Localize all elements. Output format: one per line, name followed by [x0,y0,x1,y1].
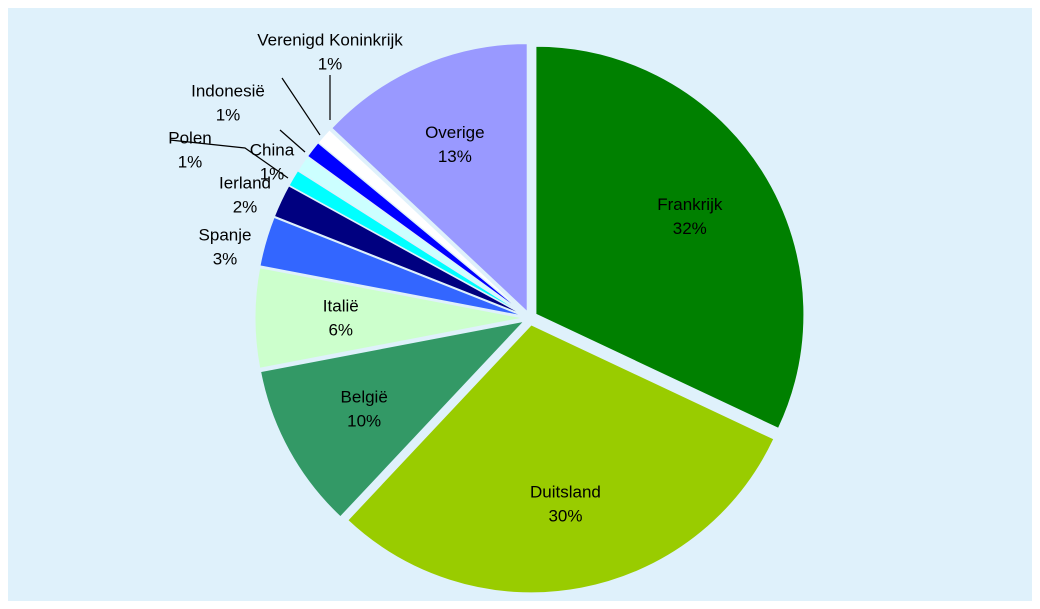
slice-value-label: 6% [328,320,353,339]
slice-label: België [341,388,388,407]
leader-line [281,77,321,136]
slice-value-label: 32% [673,219,707,238]
slice-label: Polen [168,128,211,147]
pie-slice [254,267,524,369]
leader-line [169,139,289,179]
slice-value-label: 2% [233,197,258,216]
slice-value-label: 13% [438,147,472,166]
pie-slice [260,320,526,518]
slice-label: Overige [425,123,485,142]
pie-slice [317,129,526,314]
slice-value-label: 1% [178,152,203,171]
slice-label: Italië [323,296,359,315]
slice-label: Duitsland [530,482,601,501]
slice-label: Ierland [219,173,271,192]
slice-value-label: 1% [260,164,285,183]
slice-label: Spanje [199,225,252,244]
slice-value-label: 1% [318,54,343,73]
slice-value-label: 10% [347,412,381,431]
pie-slice [273,185,524,316]
slice-value-label: 30% [548,506,582,525]
pie-slice [535,45,805,430]
leader-line [279,129,306,153]
slice-label: Indonesië [191,81,265,100]
slice-label: Frankrijk [657,195,723,214]
pie-slice [331,43,528,313]
pie-slice [347,324,775,594]
slice-label: Verenigd Koninkrijk [257,30,403,49]
slice-value-label: 3% [213,249,238,268]
slice-value-label: 1% [216,105,241,124]
slice-label: China [250,140,295,159]
pie-slice [259,216,524,317]
